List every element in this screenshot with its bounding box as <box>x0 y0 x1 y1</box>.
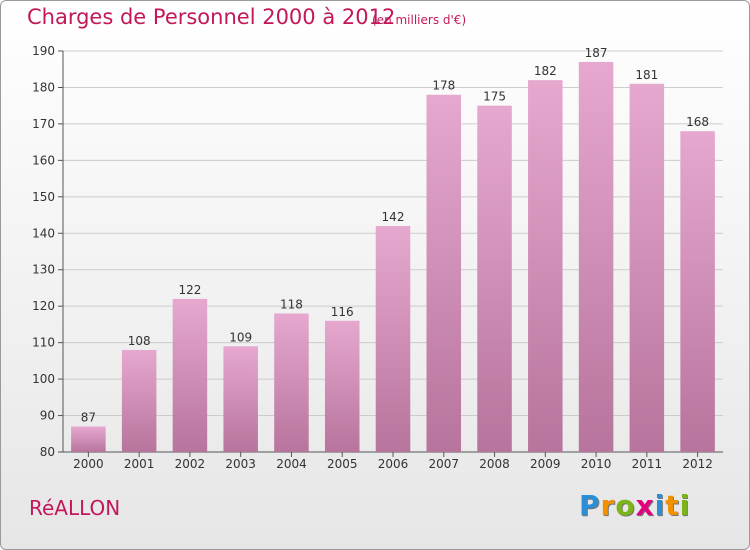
labels: 80 90 100 110 120 130 140 150 160 170 180 190 87 2000… <box>32 44 713 471</box>
y-tick-label: 110 <box>32 336 55 350</box>
y-tick-label: 100 <box>32 372 55 386</box>
data-label: 109 <box>229 330 252 344</box>
bar <box>121 349 157 452</box>
logo-letter: x <box>635 489 655 522</box>
logo-letter: t <box>665 489 680 522</box>
bar <box>426 94 462 452</box>
bar <box>375 225 411 452</box>
data-label: 118 <box>280 297 303 311</box>
x-tick-label: 2007 <box>428 457 459 471</box>
x-tick-label: 2001 <box>124 457 155 471</box>
x-tick-label: 2009 <box>530 457 561 471</box>
x-tick-label: 2002 <box>175 457 206 471</box>
bar <box>71 426 106 452</box>
x-tick-label: 2008 <box>479 457 510 471</box>
bars <box>71 61 715 453</box>
bar <box>578 61 614 452</box>
bar <box>680 131 715 452</box>
y-tick-label: 140 <box>32 226 55 240</box>
logo-letter: i <box>654 489 666 522</box>
x-tick-label: 2011 <box>632 457 663 471</box>
x-tick-label: 2004 <box>276 457 307 471</box>
commune-name: RéALLON <box>29 496 121 520</box>
proxiti-logo: Proxiti <box>579 489 690 522</box>
logo-letter: o <box>615 489 636 522</box>
data-label: 168 <box>686 115 709 129</box>
logo-letter: r <box>600 489 616 522</box>
x-tick-label: 2000 <box>73 457 104 471</box>
bar <box>172 298 208 452</box>
bar <box>223 346 258 452</box>
y-tick-label: 80 <box>40 445 55 459</box>
bar <box>274 313 309 452</box>
chart-unit: (en milliers d'€) <box>372 13 467 27</box>
data-label: 116 <box>331 305 354 319</box>
logo-letter: i <box>679 489 691 522</box>
data-label: 178 <box>432 79 455 93</box>
y-tick-label: 150 <box>32 190 55 204</box>
logo-letter: P <box>579 489 601 522</box>
y-tick-label: 120 <box>32 299 55 313</box>
data-label: 182 <box>534 64 557 78</box>
data-label: 175 <box>483 90 506 104</box>
bar <box>324 320 360 452</box>
data-label: 181 <box>635 68 658 82</box>
data-label: 142 <box>382 210 405 224</box>
chart-title: Charges de Personnel 2000 à 2012 <box>27 5 396 29</box>
data-label: 122 <box>178 283 201 297</box>
x-tick-label: 2010 <box>581 457 612 471</box>
data-label: 108 <box>128 334 151 348</box>
x-tick-label: 2012 <box>682 457 713 471</box>
x-tick-label: 2006 <box>378 457 409 471</box>
y-tick-label: 160 <box>32 153 55 167</box>
data-label: 87 <box>81 410 96 424</box>
y-tick-label: 170 <box>32 117 55 131</box>
bar <box>477 105 512 452</box>
y-tick-label: 90 <box>40 409 55 423</box>
data-label: 187 <box>585 46 608 60</box>
x-tick-label: 2003 <box>225 457 256 471</box>
x-tick-label: 2005 <box>327 457 358 471</box>
bar <box>528 80 563 452</box>
bar <box>629 83 665 453</box>
y-tick-label: 180 <box>32 80 55 94</box>
y-tick-label: 130 <box>32 263 55 277</box>
y-tick-label: 190 <box>32 44 55 58</box>
